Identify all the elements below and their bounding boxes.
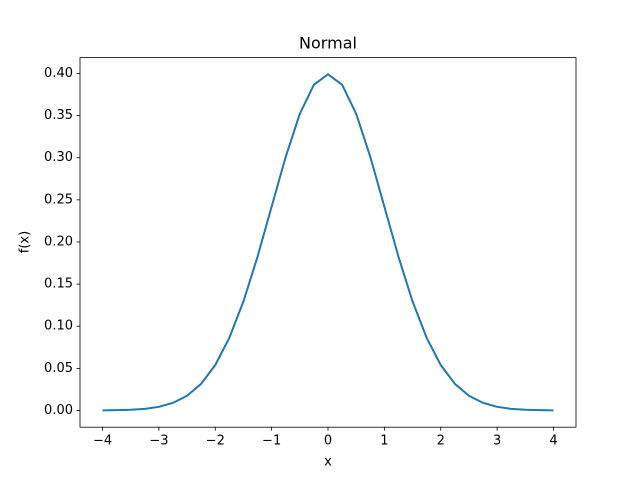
y-tick-label: 0.35 — [44, 108, 73, 123]
y-tick-label: 0.15 — [44, 277, 73, 292]
plot-frame — [79, 57, 577, 428]
y-tick-label: 0.00 — [44, 403, 73, 418]
y-tick-label: 0.20 — [44, 234, 73, 249]
y-tick-label: 0.10 — [44, 319, 73, 334]
x-tick-label: 1 — [380, 434, 388, 449]
y-axis-label: f(x) — [18, 231, 33, 253]
y-tick-label: 0.30 — [44, 150, 73, 165]
x-axis-label: x — [324, 455, 332, 470]
x-tick-label: 4 — [549, 434, 557, 449]
chart-title: Normal — [299, 34, 357, 53]
x-tick-label: 0 — [324, 434, 332, 449]
y-tick-label: 0.40 — [44, 66, 73, 81]
y-tick-label: 0.25 — [44, 192, 73, 207]
x-tick-label: −1 — [262, 434, 281, 449]
line-series — [102, 73, 554, 412]
x-tick-label: −3 — [149, 434, 168, 449]
x-tick-label: −4 — [93, 434, 112, 449]
y-tick-label: 0.05 — [44, 361, 73, 376]
x-tick-label: 3 — [493, 434, 501, 449]
x-tick-label: 2 — [437, 434, 445, 449]
x-tick-label: −2 — [206, 434, 225, 449]
